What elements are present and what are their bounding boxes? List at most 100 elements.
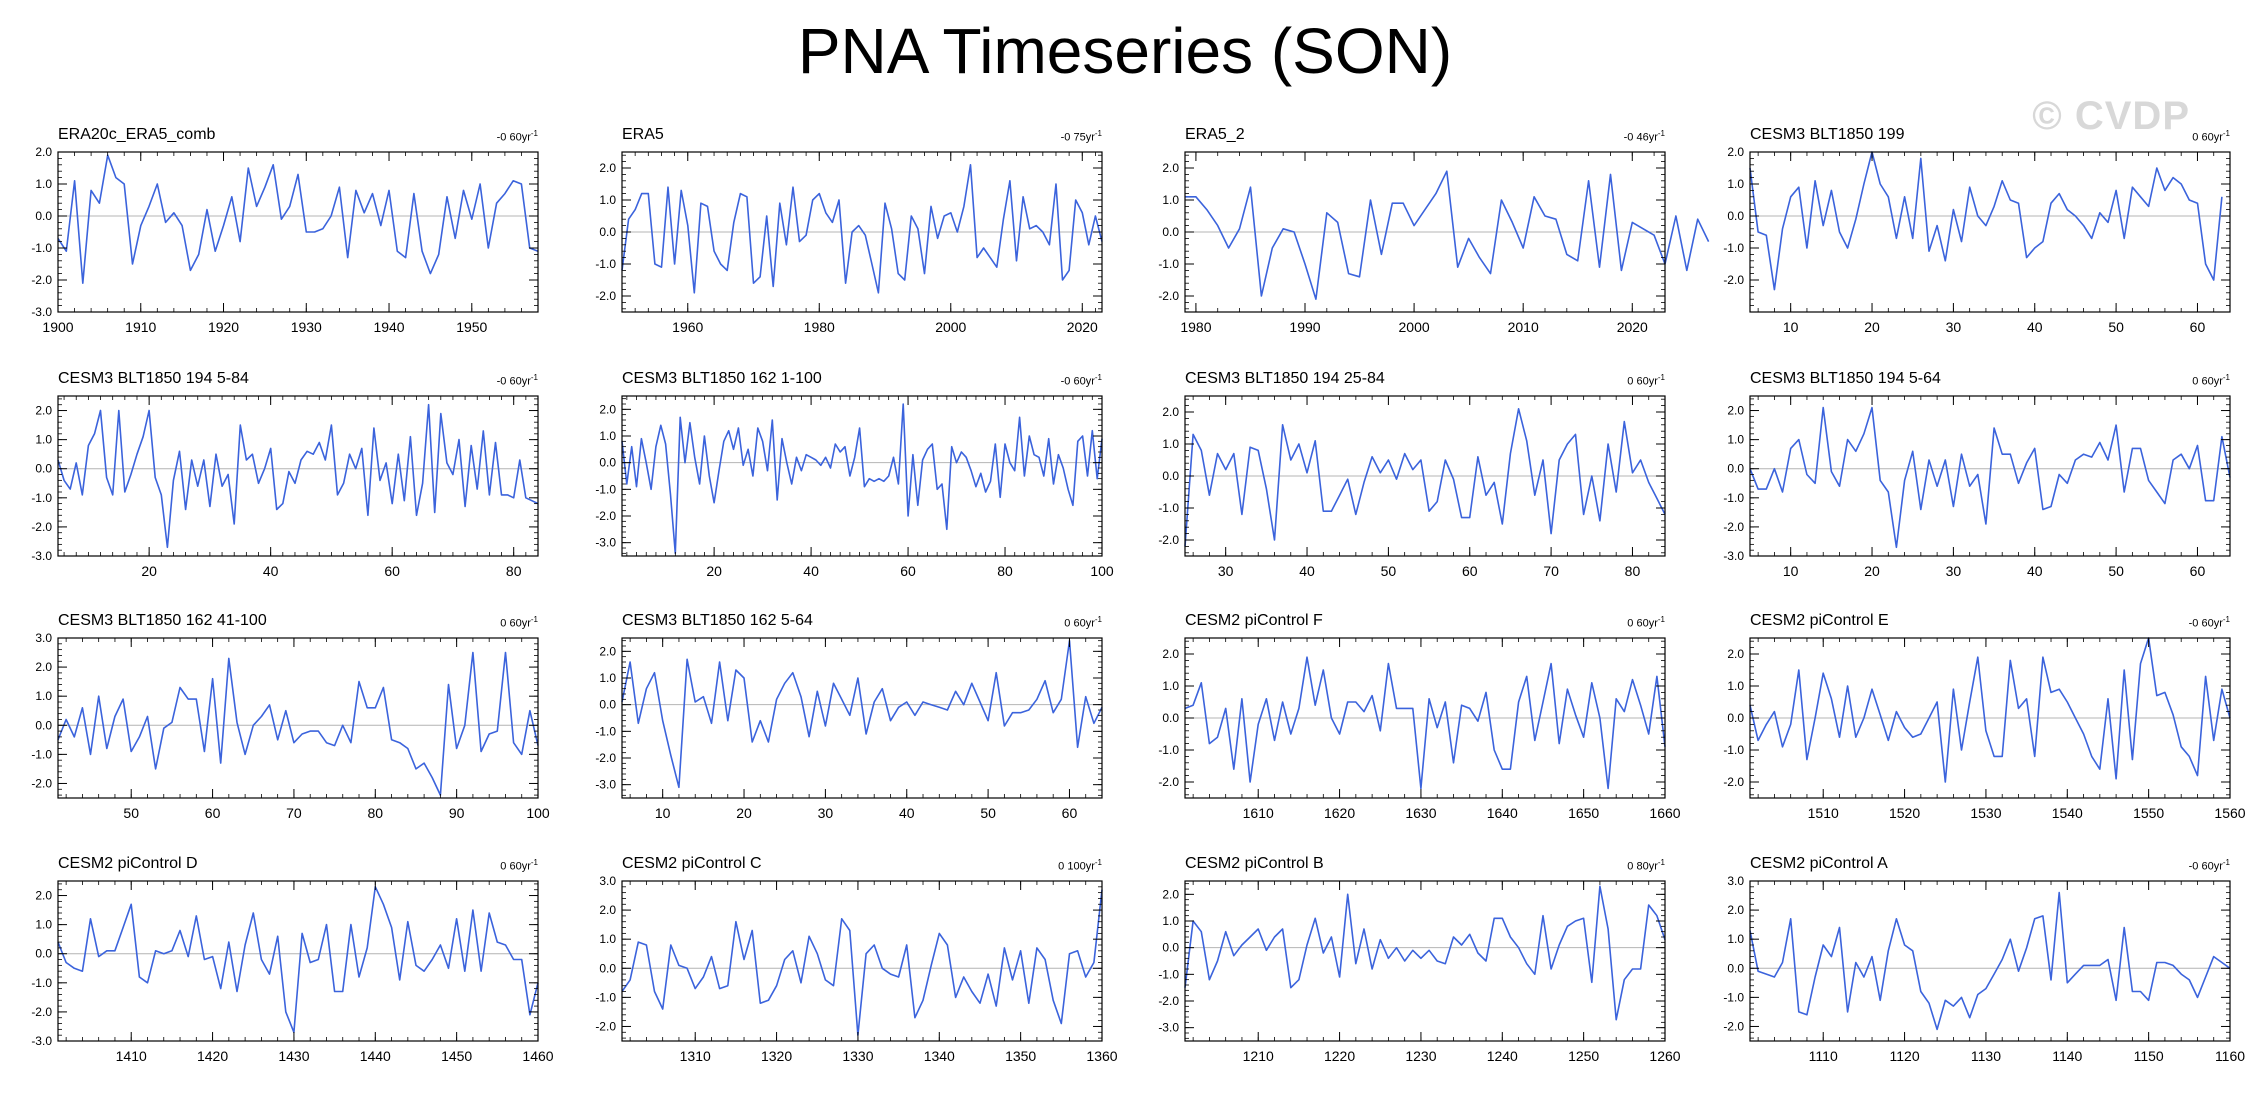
x-tick-label: 2000	[1399, 319, 1430, 335]
trend-exponent: -1	[2222, 858, 2230, 867]
x-tick-label: 30	[1218, 563, 1234, 579]
series-line	[57, 651, 539, 796]
y-tick-label: 2.0	[599, 644, 616, 658]
plot-frame	[1749, 151, 2231, 313]
trend-exponent: -1	[530, 373, 538, 382]
panel-title: CESM2 piControl C	[622, 855, 762, 872]
y-tick-label: -2.0	[1158, 994, 1179, 1008]
x-tick-label: 60	[2190, 319, 2206, 335]
y-tick-label: -1.0	[595, 724, 616, 738]
x-tick-label: 50	[980, 805, 996, 821]
trend-label: 0 60yr-1	[2192, 129, 2230, 144]
chart-panel: CESM3 BLT1850 194 25-84 0 60yr-1 30 40 50 60 7…	[1158, 370, 1666, 586]
x-tick-label: 1320	[761, 1048, 792, 1064]
y-tick-label: 2.0	[35, 145, 52, 159]
y-tick-label: -3.0	[31, 549, 52, 563]
trend-label: 0 60yr-1	[2192, 373, 2230, 388]
timeseries-chart: 1900 1910 1920 1930 1940 1950 -3.0 -2.0 -1.0 0.0 1…	[31, 145, 539, 335]
x-tick-label: 1560	[2214, 805, 2245, 821]
chart-panel: CESM2 piControl B 0 80yr-1 1210 1220 1230 124…	[1158, 855, 1680, 1071]
trend-value: 0 60yr	[2192, 375, 2223, 388]
plot-frame	[621, 151, 1103, 313]
y-tick-label: 0.0	[1162, 469, 1179, 483]
y-tick-label: 0.0	[599, 225, 616, 239]
trend-value: 0 80yr	[1627, 860, 1658, 873]
trend-exponent: -1	[2222, 373, 2230, 382]
x-tick-label: 1140	[2052, 1048, 2082, 1064]
chart-panel: CESM2 piControl D 0 60yr-1 1410 1420 1430 144…	[31, 855, 554, 1071]
y-tick-label: -1.0	[1158, 743, 1179, 757]
y-tick-label: -3.0	[595, 778, 616, 792]
x-tick-label: 100	[526, 805, 550, 821]
x-tick-label: 1920	[208, 319, 239, 335]
y-tick-label: 1.0	[35, 689, 52, 703]
y-tick-label: -2.0	[1158, 533, 1179, 547]
trend-exponent: -1	[530, 858, 538, 867]
x-tick-label: 1240	[1487, 1048, 1518, 1064]
x-tick-label: 70	[286, 805, 302, 821]
y-tick-label: 0.0	[1727, 209, 1744, 223]
series-line	[1184, 656, 1666, 790]
y-tick-label: -2.0	[1723, 1019, 1744, 1033]
x-tick-label: 1940	[373, 319, 404, 335]
x-tick-label: 1310	[680, 1048, 711, 1064]
x-tick-label: 1410	[116, 1048, 147, 1064]
timeseries-chart: 1410 1420 1430 1440 1450 1460 -3.0 -2.0 -1.0 0.0 1…	[31, 880, 554, 1064]
y-tick-label: -1.0	[31, 491, 52, 505]
timeseries-chart: 50 60 70 80 90 100 -2.0 -1.0 0.0 1.0 2.0 3.0	[31, 631, 550, 821]
y-tick-label: 1.0	[1727, 932, 1744, 946]
plot-frame	[57, 395, 539, 557]
y-tick-label: 1.0	[1162, 437, 1179, 451]
y-tick-label: 2.0	[1727, 145, 1744, 159]
plot-frame	[1184, 395, 1666, 557]
y-tick-label: 0.0	[1162, 225, 1179, 239]
y-tick-label: -2.0	[595, 1019, 616, 1033]
y-tick-label: 1.0	[1162, 914, 1179, 928]
y-tick-label: 2.0	[1727, 404, 1744, 418]
y-tick-label: -2.0	[595, 289, 616, 303]
timeseries-chart: 20 40 60 80 100 -3.0 -2.0 -1.0 0.0 1.0 2.0	[595, 395, 1114, 579]
y-tick-label: -3.0	[31, 305, 52, 319]
series-line	[621, 164, 1103, 294]
y-tick-label: 0.0	[1162, 711, 1179, 725]
x-tick-label: 30	[818, 805, 834, 821]
watermark: © CVDP	[2032, 94, 2190, 138]
y-tick-label: -1.0	[595, 482, 616, 496]
x-tick-label: 1630	[1405, 805, 1436, 821]
y-tick-label: 2.0	[1162, 647, 1179, 661]
panel-title: CESM2 piControl E	[1750, 612, 1889, 629]
x-tick-label: 60	[2190, 563, 2206, 579]
x-tick-label: 1330	[842, 1048, 873, 1064]
trend-value: 0 60yr	[1627, 617, 1658, 630]
trend-exponent: -1	[1094, 615, 1102, 624]
trend-label: 0 60yr-1	[1064, 615, 1102, 630]
y-tick-label: -1.0	[31, 747, 52, 761]
plot-frame	[621, 395, 1103, 557]
series-line	[57, 154, 539, 284]
chart-panel: CESM3 BLT1850 194 5-64 0 60yr-1 10 20 30 40 50…	[1723, 370, 2231, 586]
x-tick-label: 60	[900, 563, 916, 579]
x-tick-label: 1520	[1889, 805, 1920, 821]
y-tick-label: 3.0	[599, 874, 616, 888]
x-tick-label: 40	[263, 563, 279, 579]
y-tick-label: 1.0	[1727, 679, 1744, 693]
x-tick-label: 1510	[1808, 805, 1839, 821]
panel-title: ERA5_2	[1185, 126, 1245, 143]
x-tick-label: 20	[736, 805, 752, 821]
x-tick-label: 1420	[197, 1048, 228, 1064]
y-tick-label: 2.0	[35, 404, 52, 418]
x-tick-label: 60	[1062, 805, 1078, 821]
x-tick-label: 30	[1946, 319, 1962, 335]
trend-exponent: -1	[1094, 129, 1102, 138]
trend-label: -0 60yr-1	[2189, 615, 2230, 630]
panel-title: CESM3 BLT1850 199	[1750, 126, 1905, 143]
y-tick-label: 0.0	[1727, 462, 1744, 476]
y-tick-label: 0.0	[1162, 941, 1179, 955]
panel-title: CESM2 piControl F	[1185, 612, 1323, 629]
x-tick-label: 50	[2108, 563, 2124, 579]
trend-label: 0 60yr-1	[500, 858, 538, 873]
trend-value: 0 60yr	[1064, 617, 1095, 630]
x-tick-label: 1980	[804, 319, 835, 335]
trend-value: -0 60yr	[1060, 375, 1095, 388]
